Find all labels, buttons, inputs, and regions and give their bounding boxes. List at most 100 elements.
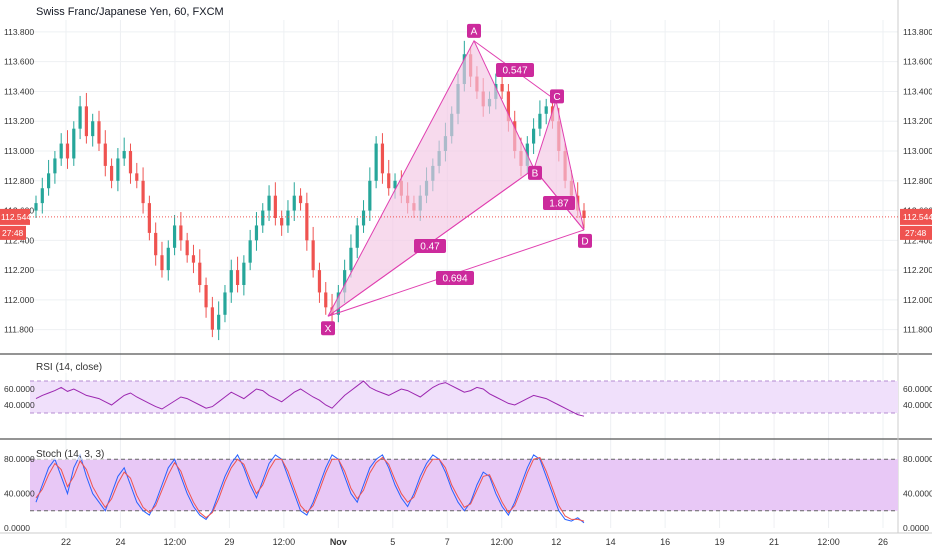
candle-body	[91, 121, 95, 137]
price-tick-right: 113.200	[903, 116, 932, 126]
candle-body	[135, 173, 139, 181]
candle-body	[229, 270, 233, 293]
candle-body	[40, 188, 44, 204]
candle-body	[217, 314, 221, 330]
time-tick: Nov	[330, 537, 347, 547]
candle-body	[349, 247, 353, 271]
candle-body	[273, 195, 277, 219]
time-tick: 24	[115, 537, 125, 547]
price-tick-left: 113.800	[4, 27, 34, 37]
candle-body	[210, 307, 214, 330]
price-tick-left: 113.400	[4, 86, 34, 96]
stoch-tick: 40.0000	[903, 489, 932, 499]
time-tick: 16	[660, 537, 670, 547]
pattern-ratio: 0.694	[442, 274, 467, 285]
candle-body	[65, 143, 70, 159]
candle-body	[53, 158, 57, 174]
countdown-right-bg	[900, 225, 932, 240]
price-tick-left: 112.400	[4, 235, 34, 245]
price-tick-left: 111.800	[4, 325, 34, 335]
candle-body	[128, 151, 133, 174]
time-tick: 7	[445, 537, 450, 547]
price-tick-right: 113.000	[903, 146, 932, 156]
candle-body	[582, 210, 586, 219]
stoch-d-line	[35, 456, 585, 522]
countdown-left: 27:48	[2, 228, 24, 238]
price-tick-right: 112.000	[903, 295, 932, 305]
stoch-tick-left: 0.0000	[4, 523, 30, 533]
price-tick-left: 112.800	[4, 176, 34, 186]
candle-body	[374, 143, 378, 181]
candle-body	[160, 255, 164, 271]
candle-body	[267, 195, 271, 211]
candle-body	[34, 203, 38, 211]
candle-body	[223, 292, 227, 315]
candle-body	[324, 292, 328, 308]
candle-body	[204, 285, 208, 308]
candle-body	[172, 225, 177, 248]
pattern-point-A-bg	[467, 23, 481, 38]
pattern-point-C: C	[553, 92, 560, 103]
rsi-band	[30, 381, 898, 413]
candle-body	[147, 203, 151, 233]
pattern-ratio-bg	[496, 63, 534, 77]
price-tick-right: 113.400	[903, 86, 932, 96]
price-tick-left: 112.000	[4, 295, 34, 305]
price-tick-left: 113.600	[4, 57, 34, 67]
stoch-tick: 0.0000	[903, 523, 929, 533]
candle-body	[387, 173, 391, 189]
current-price-left-bg	[0, 208, 30, 225]
candle-body	[292, 195, 296, 211]
pattern-point-D-bg	[578, 233, 592, 248]
candle-body	[154, 232, 158, 256]
candle-body	[185, 240, 189, 256]
candle-body	[261, 210, 265, 226]
candle-body	[242, 262, 246, 286]
rsi-tick-left: 60.0000	[4, 384, 35, 394]
price-tick-right: 112.400	[903, 235, 932, 245]
time-tick: 19	[715, 537, 725, 547]
candle-body	[393, 180, 397, 189]
candle-body	[59, 143, 63, 159]
candle-body	[500, 84, 504, 92]
countdown-left-bg	[0, 225, 26, 240]
candle-body	[317, 270, 322, 293]
time-tick: 12:00	[273, 537, 296, 547]
pattern-ratio: 0.547	[502, 66, 527, 77]
candle-body	[280, 218, 284, 226]
price-tick-left: 113.000	[4, 146, 34, 156]
price-tick-right: 112.800	[903, 176, 932, 186]
candle-body	[103, 143, 107, 166]
candle-body	[122, 151, 126, 159]
candle-body	[248, 240, 252, 263]
candle-body	[141, 180, 145, 204]
pattern-point-X: X	[325, 324, 332, 335]
candle-body	[532, 128, 536, 144]
pattern-ratio-bg	[543, 196, 575, 210]
pattern-ratio-bg	[436, 271, 474, 285]
price-tick-left: 112.200	[4, 265, 34, 275]
candle-body	[254, 225, 259, 241]
candle-body	[506, 91, 511, 122]
candle-body	[198, 262, 202, 286]
candle-body	[355, 225, 359, 248]
candle-body	[72, 128, 76, 159]
rsi-label: RSI (14, close)	[36, 362, 103, 373]
time-tick: 22	[61, 537, 71, 547]
pattern-point-A: A	[471, 26, 478, 37]
candle-body	[311, 240, 315, 271]
stoch-tick: 80.0000	[903, 454, 932, 464]
price-tick-right: 112.200	[903, 265, 932, 275]
candle-body	[109, 165, 114, 181]
candle-body	[78, 106, 82, 129]
current-price-right-bg	[900, 208, 932, 225]
pattern-ratio: 1.87	[549, 199, 569, 210]
candle-body	[166, 247, 170, 271]
time-tick: 14	[606, 537, 616, 547]
price-tick-right: 113.800	[903, 27, 932, 37]
price-tick-right: 111.800	[903, 325, 932, 335]
stoch-tick-left: 40.0000	[4, 489, 35, 499]
candle-body	[343, 270, 347, 293]
